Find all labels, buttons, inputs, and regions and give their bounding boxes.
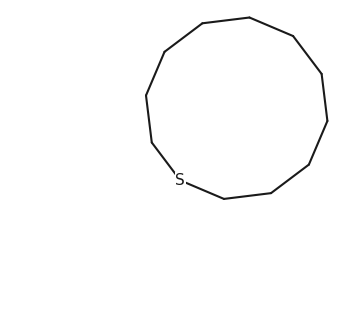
Text: S: S <box>176 173 185 188</box>
